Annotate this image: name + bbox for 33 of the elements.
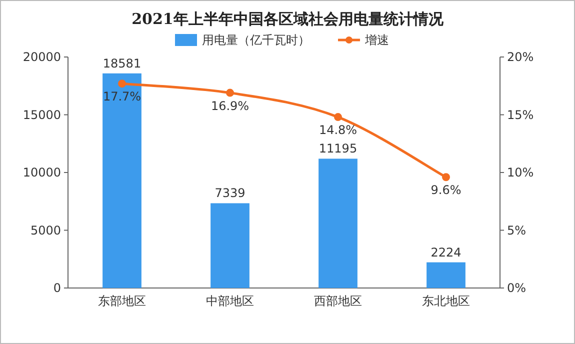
legend-label: 增速 bbox=[364, 33, 389, 47]
y2-tick-label: 0% bbox=[507, 281, 526, 295]
data-label: 14.8% bbox=[318, 123, 358, 138]
data-label: 9.6% bbox=[430, 183, 462, 198]
data-label: 17.7% bbox=[102, 90, 142, 104]
data-label: 7339 bbox=[214, 186, 246, 200]
y-tick-label: 15000 bbox=[22, 108, 61, 122]
bar bbox=[318, 158, 358, 288]
bar bbox=[210, 203, 250, 288]
point bbox=[226, 88, 234, 97]
y2-tick-label: 10% bbox=[507, 166, 534, 180]
data-label: 2224 bbox=[430, 245, 462, 260]
x-tick-label: 西部地区 bbox=[314, 294, 362, 308]
y2-tick-label: 5% bbox=[507, 223, 526, 238]
data-label: 16.9% bbox=[210, 98, 250, 113]
chart-title: 2021年上半年中国各区域社会用电量统计情况 bbox=[132, 10, 444, 28]
point bbox=[334, 113, 342, 122]
point bbox=[118, 80, 126, 88]
bar bbox=[102, 73, 142, 288]
bar bbox=[426, 262, 466, 288]
y2-tick-label: 15% bbox=[507, 108, 534, 122]
x-tick-label: 东部地区 bbox=[98, 294, 146, 308]
y-tick-label: 0 bbox=[53, 281, 61, 295]
y-tick-label: 5000 bbox=[30, 223, 61, 238]
y-tick-label: 10000 bbox=[22, 166, 61, 180]
x-tick-label: 中部地区 bbox=[206, 294, 254, 308]
legend-label: 用电量（亿千瓦时） bbox=[202, 33, 310, 47]
point bbox=[442, 173, 450, 182]
x-tick-label: 东北地区 bbox=[422, 294, 470, 308]
y2-tick-label: 20% bbox=[507, 50, 534, 64]
data-label: 18581 bbox=[102, 56, 142, 70]
data-label: 11195 bbox=[318, 142, 358, 156]
y-tick-label: 20000 bbox=[22, 50, 61, 64]
